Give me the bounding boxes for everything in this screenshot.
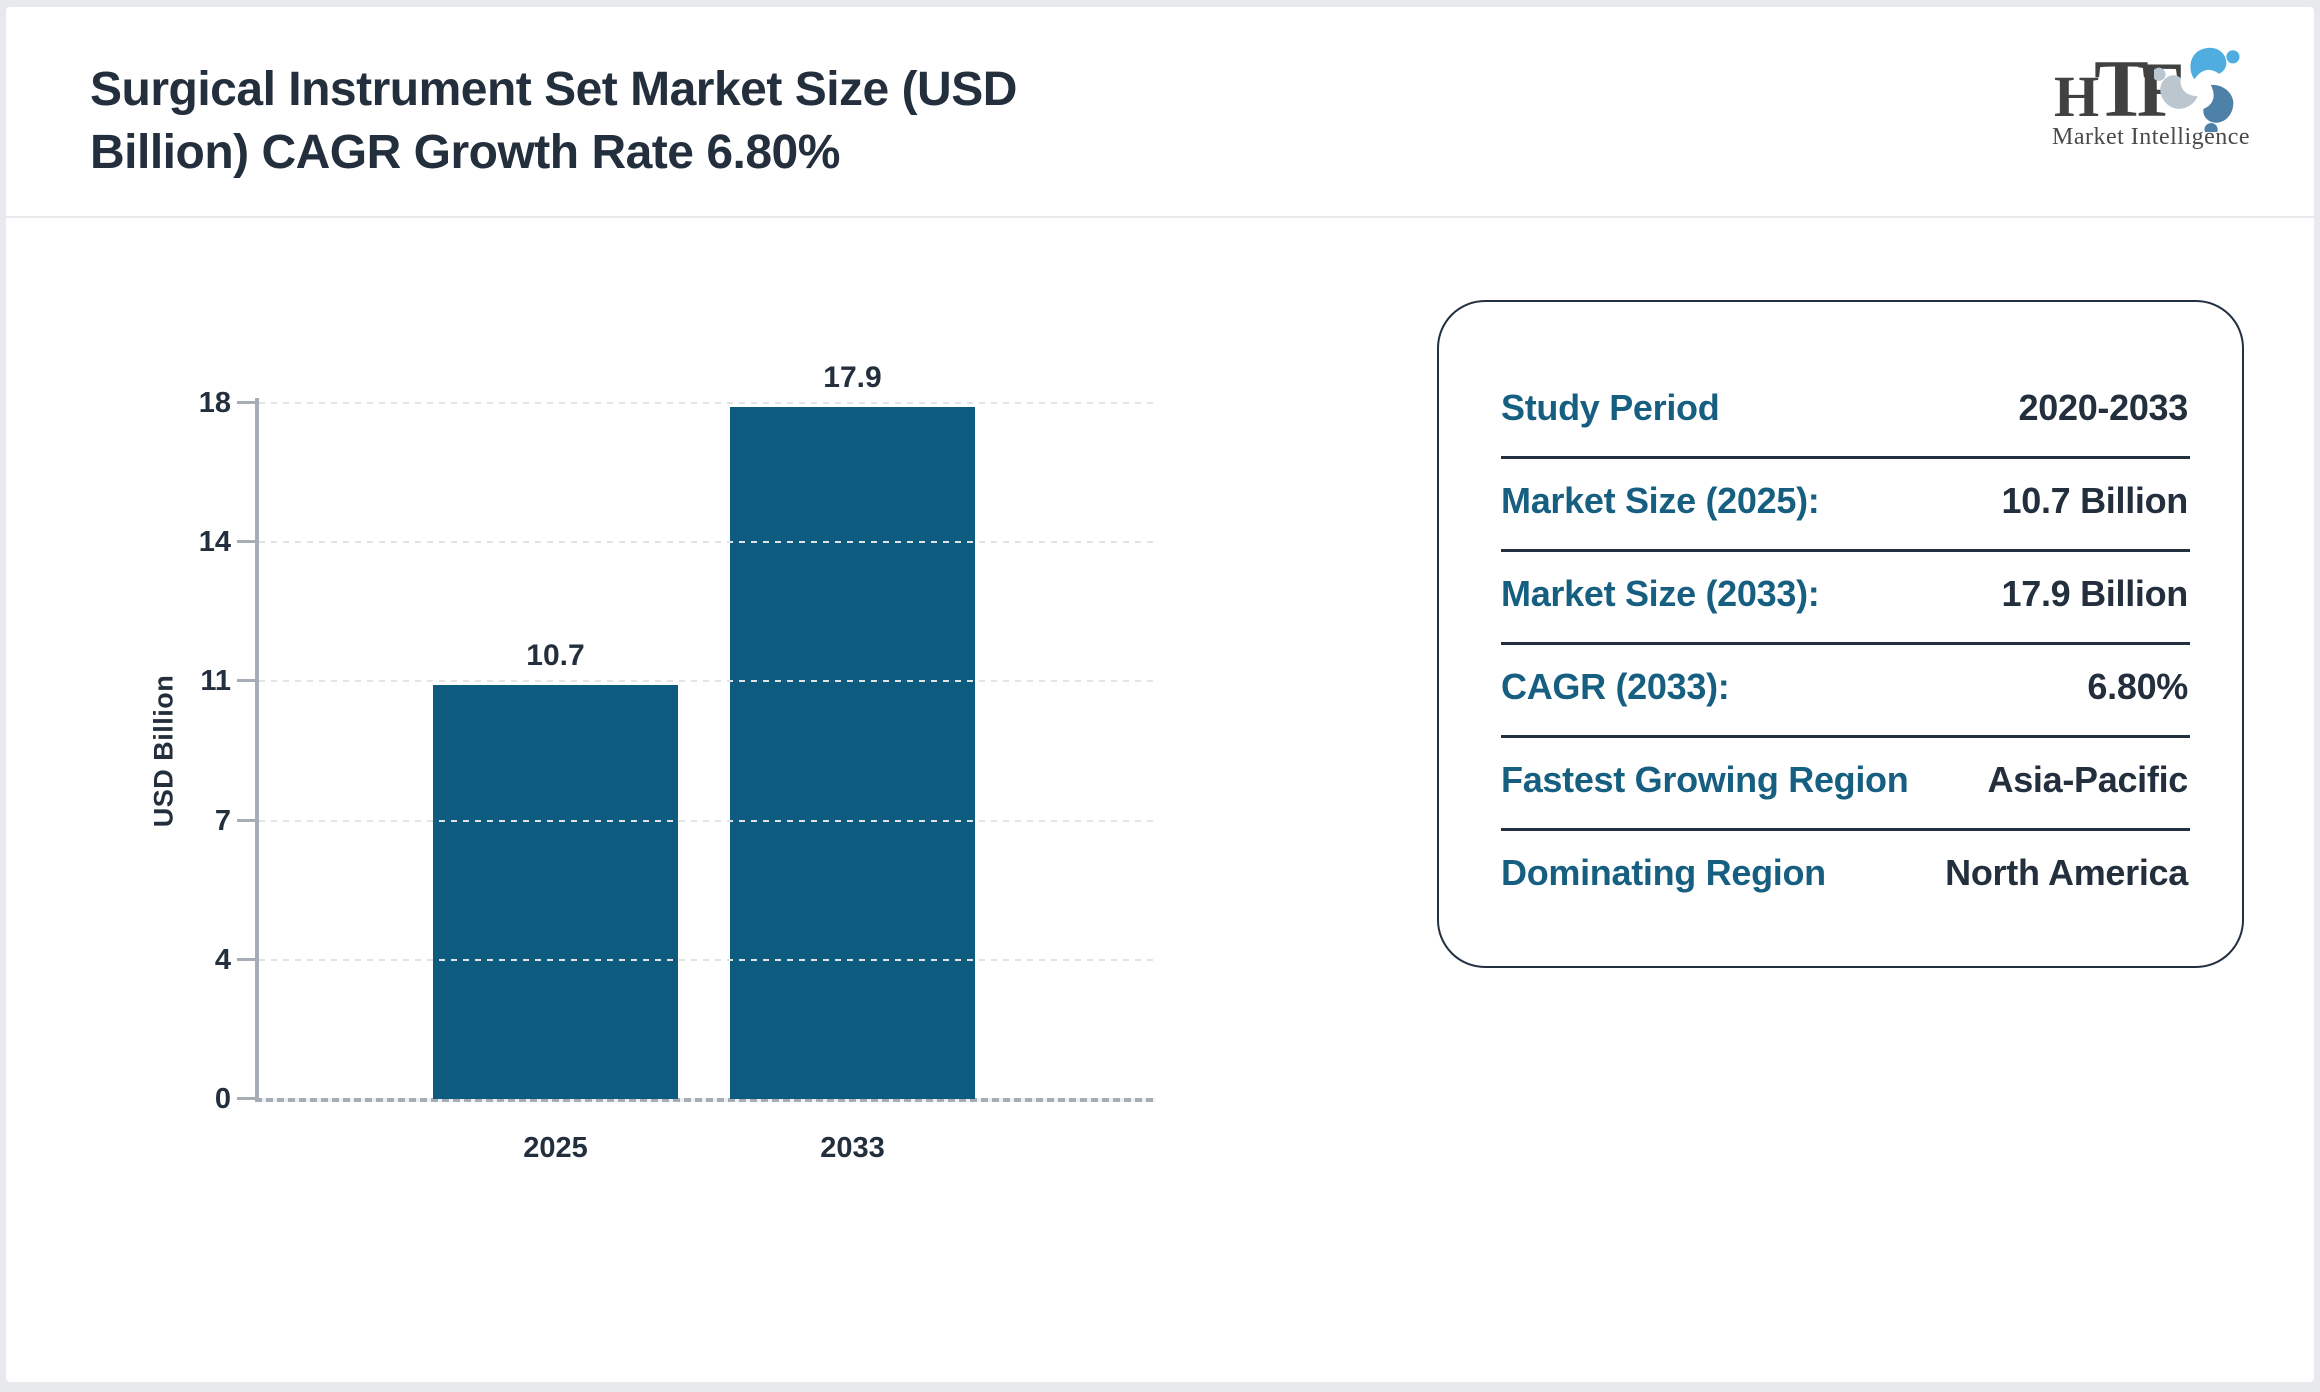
page-title-line1: Surgical Instrument Set Market Size (USD: [90, 63, 1017, 117]
gridline: [259, 402, 1155, 404]
panel-label: Market Size (2033):: [1501, 573, 1820, 614]
gridline: [259, 680, 1155, 683]
panel-divider: [1501, 549, 2190, 552]
y-tick-label: 0: [214, 1083, 231, 1115]
bar-value-label-2025: 10.7: [526, 639, 585, 673]
x-tick-label-2025: 2025: [523, 1132, 588, 1164]
y-tick-mark: [237, 540, 255, 544]
panel-row-market-size-2033: Market Size (2033): 17.9 Billion: [1501, 573, 2188, 617]
header-divider: [6, 216, 2314, 218]
y-tick-label: 7: [214, 804, 231, 837]
logo-figures-icon: [2154, 47, 2240, 132]
study-info-panel: Study Period 2020-2033 Market Size (2025…: [1437, 300, 2244, 968]
panel-value: 17.9 Billion: [2001, 573, 2189, 614]
htf-logo-monogram: HTF: [2054, 42, 2184, 136]
panel-row-cagr: CAGR (2033): 6.80%: [1501, 666, 2188, 710]
bar-value-label-2033: 17.9: [823, 360, 882, 394]
panel-value: North America: [1945, 852, 2188, 893]
x-tick-label-2033: 2033: [820, 1132, 885, 1164]
page-title: Surgical Instrument Set Market Size (USD…: [90, 58, 1017, 184]
bar-column-2025: 10.7: [433, 403, 678, 1099]
y-axis-title: USD Billion: [148, 674, 179, 828]
gridline: [259, 958, 1155, 961]
panel-label: Fastest Growing Region: [1501, 759, 1909, 800]
panel-value: 2020-2033: [2018, 387, 2189, 428]
y-tick-label: 18: [198, 387, 231, 419]
panel-label: Study Period: [1501, 387, 1720, 428]
logo-letter-h: H: [2054, 64, 2100, 129]
y-tick-mark: [237, 679, 255, 683]
gridline: [259, 541, 1155, 544]
plot-area: 10.7 17.9 2025 2033 0 4 7 11 14 18: [199, 361, 1155, 1164]
panel-row-study-period: Study Period 2020-2033: [1501, 387, 2188, 431]
panel-label: CAGR (2033):: [1501, 666, 1730, 707]
htf-logo: HTF Market Intelligence: [2052, 16, 2250, 150]
panel-divider: [1501, 735, 2190, 738]
panel-divider: [1501, 642, 2190, 645]
page-title-line2: Billion) CAGR Growth Rate 6.80%: [90, 126, 840, 180]
y-tick-label: 4: [214, 943, 231, 976]
panel-value: 10.7 Billion: [2001, 480, 2189, 521]
panel-value: 6.80%: [2087, 666, 2188, 707]
y-tick-mark: [237, 401, 255, 404]
y-tick-mark: [237, 818, 255, 822]
y-tick-label: 11: [200, 665, 231, 698]
y-tick-label: 14: [198, 526, 231, 559]
y-tick-mark: [237, 957, 255, 961]
y-tick-mark: [237, 1097, 255, 1100]
panel-label: Market Size (2025):: [1501, 480, 1820, 521]
panel-value: Asia-Pacific: [1987, 759, 2189, 800]
y-axis-line: [255, 398, 259, 1102]
panel-row-market-size-2025: Market Size (2025): 10.7 Billion: [1501, 480, 2188, 524]
x-axis-line: [255, 1098, 1155, 1102]
logo-letter-t: T: [2094, 43, 2149, 134]
bar-column-2033: 17.9: [730, 361, 975, 1099]
panel-divider: [1501, 456, 2190, 459]
gridline: [259, 819, 1155, 822]
panel-divider: [1501, 828, 2190, 831]
panel-row-fastest-growing-region: Fastest Growing Region Asia-Pacific: [1501, 759, 2188, 803]
bar-2025: [433, 685, 678, 1099]
bar-2033: [730, 406, 975, 1099]
panel-label: Dominating Region: [1501, 852, 1826, 893]
logo-subtext: Market Intelligence: [2052, 124, 2251, 150]
panel-row-dominating-region: Dominating Region North America: [1501, 852, 2188, 896]
